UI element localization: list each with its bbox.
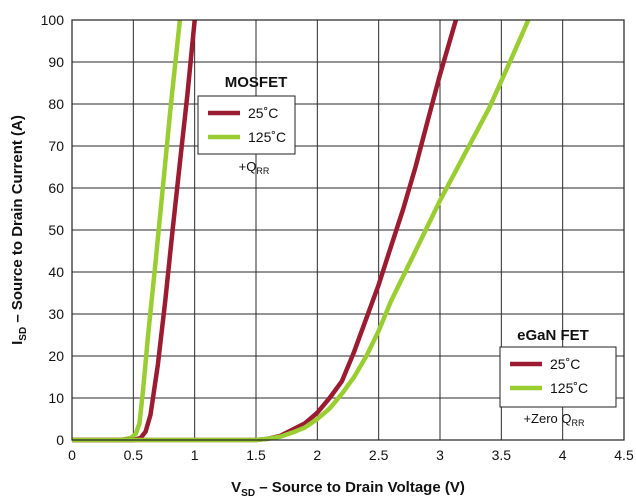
y-axis-title: ISD – Source to Drain Current (A)	[9, 115, 29, 345]
x-tick-label: 4.5	[614, 447, 634, 463]
x-axis-title-rest: – Source to Drain Voltage (V)	[255, 479, 465, 496]
x-tick-label: 4	[559, 447, 567, 463]
y-axis-title-main: I	[9, 341, 26, 345]
x-axis-title-sub: SD	[241, 488, 255, 499]
series-lines	[72, 19, 531, 443]
y-tick-label: 80	[48, 96, 64, 112]
y-tick-label: 50	[48, 222, 64, 238]
x-tick-label: 0	[68, 447, 76, 463]
legend-title: MOSFET	[225, 74, 288, 91]
x-tick-label: 1	[191, 447, 199, 463]
y-tick-labels: 0 10 20 30 40 50 60 70 80 90 100	[41, 12, 65, 448]
y-tick-label: 70	[48, 138, 64, 154]
y-tick-label: 20	[48, 348, 64, 364]
legend-note: +Zero QRR	[523, 411, 585, 428]
plot-frame	[71, 19, 625, 441]
y-axis-title-sub: SD	[18, 327, 29, 341]
series-line-egan-fet-3	[72, 19, 531, 443]
x-tick-label: 2	[313, 447, 321, 463]
legend-label: 25˚C	[248, 105, 278, 121]
x-tick-label: 3	[436, 447, 444, 463]
y-tick-label: 40	[48, 264, 64, 280]
x-tick-label: 2.5	[369, 447, 389, 463]
legend-label: 125˚C	[550, 380, 588, 396]
legend-egan-fet: eGaN FET 25˚C 125˚C +Zero QRR	[499, 327, 617, 428]
legend-note-sub: RR	[572, 418, 585, 428]
x-tick-labels: 0 0.5 1 1.5 2 2.5 3 3.5 4 4.5	[68, 447, 634, 463]
legend-label: 25˚C	[550, 356, 580, 372]
legend-mosfet: MOSFET 25˚C 125˚C +QRR	[197, 74, 296, 176]
legend-note: +QRR	[239, 159, 270, 176]
legend-title: eGaN FET	[517, 327, 589, 344]
y-tick-label: 60	[48, 180, 64, 196]
y-tick-label: 0	[56, 432, 64, 448]
y-tick-label: 90	[48, 54, 64, 70]
y-tick-label: 10	[48, 390, 64, 406]
legend-box	[197, 95, 296, 155]
x-tick-label: 3.5	[492, 447, 512, 463]
x-axis-title-main: V	[231, 479, 241, 496]
y-tick-label: 100	[41, 12, 65, 28]
legend-label: 125˚C	[248, 129, 286, 145]
x-tick-label: 0.5	[124, 447, 144, 463]
y-axis-title-rest: – Source to Drain Current (A)	[9, 115, 26, 327]
x-tick-label: 1.5	[246, 447, 266, 463]
y-tick-label: 30	[48, 306, 64, 322]
x-axis-title: VSD – Source to Drain Voltage (V)	[231, 479, 465, 499]
legend-note-main: +Zero Q	[523, 411, 571, 426]
legend-box	[499, 346, 617, 408]
legend-note-main: +Q	[239, 159, 257, 174]
legend-note-sub: RR	[256, 166, 269, 176]
